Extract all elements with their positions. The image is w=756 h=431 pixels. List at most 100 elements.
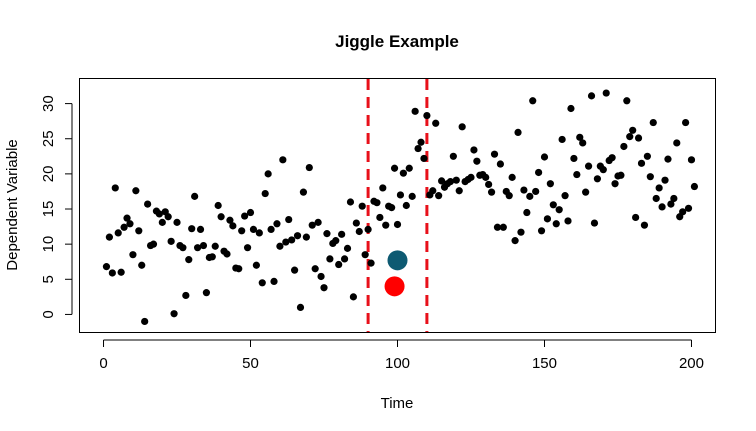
data-point (458, 123, 466, 131)
data-point (617, 171, 625, 179)
data-point (537, 227, 546, 235)
data-point (508, 173, 516, 181)
data-point (640, 221, 649, 229)
data-point (317, 272, 325, 281)
data-point (255, 229, 263, 237)
data-point (358, 202, 366, 210)
data-point (311, 265, 319, 273)
data-point (279, 156, 287, 164)
data-point (114, 229, 122, 237)
data-point (191, 192, 199, 200)
data-point (520, 186, 528, 194)
data-point (273, 220, 281, 228)
data-point (540, 153, 549, 161)
data-point (276, 242, 284, 250)
x-tick-label: 200 (679, 355, 704, 372)
data-point (238, 227, 246, 235)
data-point (646, 173, 654, 181)
data-point (487, 188, 496, 196)
data-point (637, 159, 646, 167)
data-point (314, 218, 322, 226)
data-point (679, 208, 687, 216)
data-point (149, 240, 158, 248)
data-point (305, 163, 313, 172)
data-point (343, 244, 352, 252)
data-point (643, 152, 651, 160)
data-point (402, 201, 410, 210)
data-point (379, 184, 387, 192)
data-point (258, 279, 266, 287)
data-point (346, 198, 355, 206)
data-point (352, 219, 360, 227)
data-point (252, 261, 260, 269)
data-point (620, 142, 628, 151)
y-tick-label: 15 (40, 201, 57, 218)
data-point (517, 228, 525, 236)
data-point (473, 157, 481, 165)
data-point (526, 192, 534, 200)
data-point (667, 200, 675, 208)
data-point (355, 227, 363, 236)
data-point (602, 89, 610, 97)
data-point (396, 191, 405, 199)
data-point (673, 139, 681, 147)
data-point (417, 138, 425, 146)
data-point (496, 160, 504, 168)
data-point (164, 213, 172, 221)
data-point (582, 188, 590, 196)
data-point (217, 213, 225, 221)
data-point (420, 154, 428, 163)
data-point (296, 303, 305, 312)
data-point (687, 156, 696, 164)
data-point (485, 180, 493, 189)
chart-title: Jiggle Example (335, 32, 459, 51)
data-point (235, 265, 243, 273)
data-point (188, 225, 196, 233)
data-point (182, 291, 190, 300)
data-point (393, 220, 402, 229)
data-point (670, 194, 678, 203)
data-point (470, 146, 478, 154)
data-point (437, 177, 446, 185)
data-point (361, 251, 369, 259)
data-point (241, 212, 249, 220)
data-point (196, 225, 205, 233)
data-point (223, 250, 231, 258)
data-point (285, 215, 293, 224)
data-point (655, 184, 663, 192)
data-point (499, 223, 507, 231)
data-point (429, 187, 437, 195)
data-point (564, 217, 572, 225)
data-point (135, 227, 143, 235)
x-tick-label: 150 (532, 355, 557, 372)
highlight-points (384, 250, 408, 297)
data-point (584, 162, 593, 170)
data-point (611, 180, 619, 188)
data-point (261, 189, 269, 198)
data-point (226, 216, 234, 224)
data-point (293, 232, 302, 240)
data-point (543, 215, 552, 223)
data-point (308, 221, 316, 229)
data-point (208, 253, 216, 261)
y-tick-label: 0 (40, 310, 57, 318)
data-point (452, 176, 460, 184)
data-point (214, 201, 222, 210)
y-axis: 0 5 10 15 20 25 30 (40, 95, 73, 319)
data-point (573, 170, 581, 179)
data-point (323, 230, 331, 238)
data-point (390, 164, 399, 172)
data-point (144, 200, 152, 208)
data-point (202, 289, 211, 297)
data-point (435, 192, 443, 200)
plot-frame (79, 78, 716, 333)
y-tick-label: 10 (40, 236, 57, 253)
data-point (282, 238, 290, 246)
data-point (579, 139, 587, 147)
data-point (338, 230, 346, 238)
data-point (170, 310, 178, 318)
data-point (482, 173, 490, 181)
data-point (270, 277, 278, 285)
data-point (332, 237, 340, 245)
data-point (229, 222, 237, 230)
